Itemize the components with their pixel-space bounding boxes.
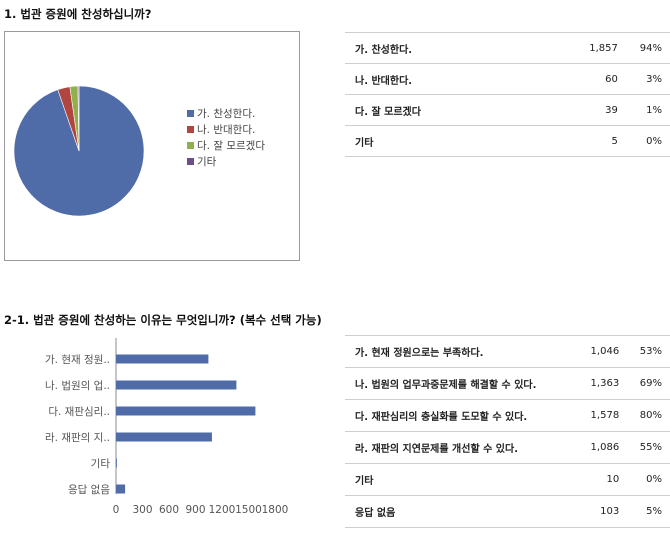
q2-row-label: 다. 재판심리의 충실화를 도모할 수 있다. <box>345 399 563 432</box>
bar-category-label-2: 나. 법원의 업.. <box>45 379 110 392</box>
q1-row-label: 기타 <box>345 125 550 157</box>
q2-row: 다. 재판심리의 충실화를 도모할 수 있다. 1,578 80% <box>345 399 670 432</box>
legend-swatch-2 <box>187 126 194 133</box>
legend-swatch-3 <box>187 142 194 149</box>
q1-row-percent: 1% <box>617 94 670 126</box>
q1-row-percent: 94% <box>617 32 670 64</box>
x-tick-label-1: 0 <box>113 504 120 516</box>
q1-row-count: 5 <box>549 125 618 157</box>
x-tick-label-3: 600 <box>159 504 179 516</box>
bar-category-label-1: 가. 현재 정원.. <box>45 354 110 366</box>
q1-row: 다. 잘 모르겠다 39 1% <box>345 94 670 126</box>
bar-1 <box>116 354 209 364</box>
x-tick-label-2: 300 <box>132 504 152 516</box>
q1-results-table: 가. 찬성한다. 1,857 94% 나. 반대한다. 60 3% 다. 잘 모르겠다 39 1… <box>345 32 670 157</box>
q2-results-table: 가. 현재 정원으로는 부족하다. 1,046 53% 나. 법원의 업무과중문제를 … <box>345 335 670 528</box>
q2-row-count: 1,046 <box>562 335 620 368</box>
q1-row-percent: 3% <box>617 63 670 95</box>
q2-row: 라. 재판의 지연문제를 개선할 수 있다. 1,086 55% <box>345 431 670 464</box>
pie-slice-4 <box>77 85 80 152</box>
q2-row-label: 나. 법원의 업무과중문제를 해결할 수 있다. <box>345 367 563 400</box>
q2-row-label: 응답 없음 <box>345 495 563 528</box>
bar-chart: 가. 현재 정원.. 나. 법원의 업.. 다. 재판심리.. 라. 재판의 지.. 기… <box>45 338 289 516</box>
bar-category-label-5: 기타 <box>91 458 111 470</box>
bar-chart-frame: 가. 현재 정원.. 나. 법원의 업.. 다. 재판심리.. 라. 재판의 지.. 기… <box>4 333 298 549</box>
q2-row: 응답 없음 103 5% <box>345 495 670 528</box>
q2-row-count: 1,363 <box>562 367 620 400</box>
bar-3 <box>116 406 256 416</box>
bar-6 <box>116 484 126 494</box>
q2-row-count: 1,086 <box>562 431 620 464</box>
legend-label-4: 기타 <box>197 156 217 168</box>
q2-row-count: 1,578 <box>562 399 620 432</box>
q1-row-label: 다. 잘 모르겠다 <box>345 94 550 126</box>
q1-row-count: 39 <box>549 94 618 126</box>
question-2-1-title: 2-1. 법관 증원에 찬성하는 이유는 무엇입니까? (복수 선택 가능) <box>4 313 322 327</box>
q2-row-count: 103 <box>562 495 620 528</box>
bar-category-label-4: 라. 재판의 지.. <box>45 432 110 444</box>
q2-row-percent: 53% <box>619 335 670 368</box>
bar-4 <box>116 432 212 442</box>
q1-row: 나. 반대한다. 60 3% <box>345 63 670 95</box>
legend-label-2: 나. 반대한다. <box>197 124 255 136</box>
q1-row-count: 60 <box>549 63 618 95</box>
q2-row-percent: 80% <box>619 399 670 432</box>
q2-row-label: 가. 현재 정원으로는 부족하다. <box>345 335 563 368</box>
legend-swatch-1 <box>187 110 194 117</box>
legend-label-1: 가. 찬성한다. <box>197 108 255 120</box>
legend-label-3: 다. 잘 모르겠다 <box>197 140 265 152</box>
bar-category-label-6: 응답 없음 <box>68 483 110 496</box>
q2-row-percent: 55% <box>619 431 670 464</box>
q1-row-percent: 0% <box>617 125 670 157</box>
x-tick-label-6: 1500 <box>235 504 262 516</box>
q2-row: 나. 법원의 업무과중문제를 해결할 수 있다. 1,363 69% <box>345 367 670 400</box>
x-tick-label-5: 1200 <box>209 504 236 516</box>
question-1-title: 1. 법관 증원에 찬성하십니까? <box>4 7 152 21</box>
bar-2 <box>116 380 237 390</box>
q1-row: 기타 5 0% <box>345 125 670 157</box>
x-tick-label-7: 1800 <box>262 504 289 516</box>
q1-row-count: 1,857 <box>549 32 618 64</box>
q2-row: 기타 10 0% <box>345 463 670 496</box>
q1-row: 가. 찬성한다. 1,857 94% <box>345 32 670 64</box>
q1-row-label: 가. 찬성한다. <box>345 32 550 64</box>
bar-5 <box>116 458 117 468</box>
q2-row-count: 10 <box>562 463 620 496</box>
q2-row-label: 기타 <box>345 463 563 496</box>
q2-row: 가. 현재 정원으로는 부족하다. 1,046 53% <box>345 335 670 368</box>
q1-row-label: 나. 반대한다. <box>345 63 550 95</box>
legend-swatch-4 <box>187 158 194 165</box>
q2-row-percent: 69% <box>619 367 670 400</box>
x-tick-label-4: 900 <box>185 504 205 516</box>
bar-category-label-3: 다. 재판심리.. <box>48 406 110 418</box>
q2-row-label: 라. 재판의 지연문제를 개선할 수 있다. <box>345 431 563 464</box>
q2-row-percent: 5% <box>619 495 670 528</box>
q2-row-percent: 0% <box>619 463 670 496</box>
